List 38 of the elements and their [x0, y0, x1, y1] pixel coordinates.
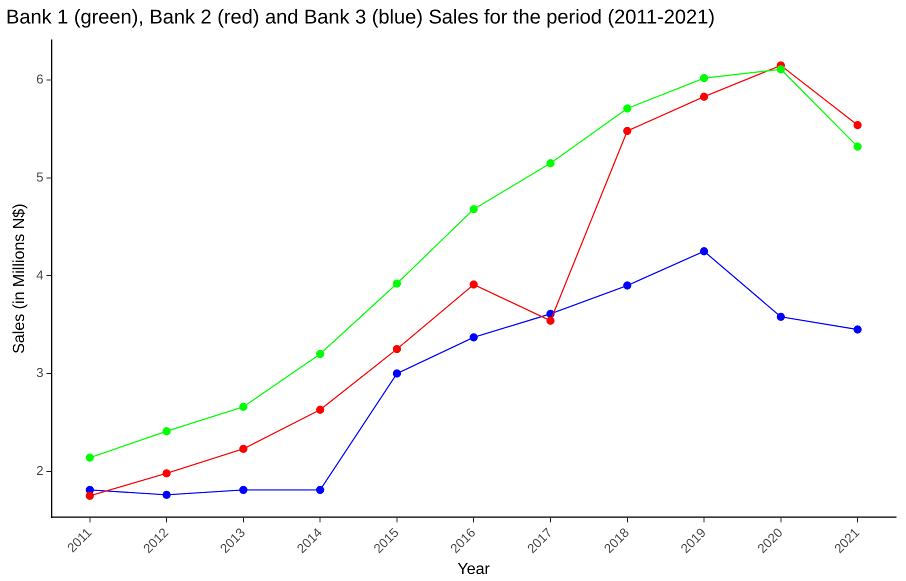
- point: [239, 444, 248, 453]
- point: [700, 247, 708, 256]
- point: [162, 490, 171, 499]
- point: [854, 325, 862, 334]
- point: [700, 74, 708, 82]
- point: [854, 120, 862, 130]
- point: [162, 427, 171, 436]
- point: [239, 402, 248, 411]
- point: [854, 142, 862, 151]
- point: [700, 92, 708, 101]
- point: [776, 65, 785, 74]
- point: [316, 406, 324, 414]
- point: [162, 469, 171, 478]
- y-tick-label: 5: [36, 169, 44, 184]
- point: [776, 312, 785, 321]
- x-axis-title: Year: [458, 560, 491, 578]
- point: [392, 369, 402, 378]
- point: [86, 454, 94, 462]
- point: [546, 159, 555, 168]
- point: [316, 350, 324, 358]
- point: [316, 486, 324, 494]
- point: [623, 126, 632, 136]
- y-tick-label: 2: [36, 462, 44, 478]
- y-tick-label: 4: [36, 267, 44, 282]
- point: [623, 281, 632, 290]
- point: [470, 333, 478, 342]
- point: [623, 104, 632, 113]
- point: [470, 205, 478, 214]
- point: [392, 279, 402, 288]
- point: [86, 492, 94, 500]
- chart-title: Bank 1 (green), Bank 2 (red) and Bank 3 (blue) Sales for the period (2011-2021): [6, 6, 715, 29]
- point: [546, 316, 555, 325]
- y-tick-label: 3: [36, 365, 44, 380]
- y-tick-label: 6: [36, 72, 44, 87]
- y-axis-title: Sales (in Millions N$): [11, 204, 28, 354]
- point: [392, 344, 402, 354]
- point: [239, 486, 248, 494]
- point: [470, 280, 478, 289]
